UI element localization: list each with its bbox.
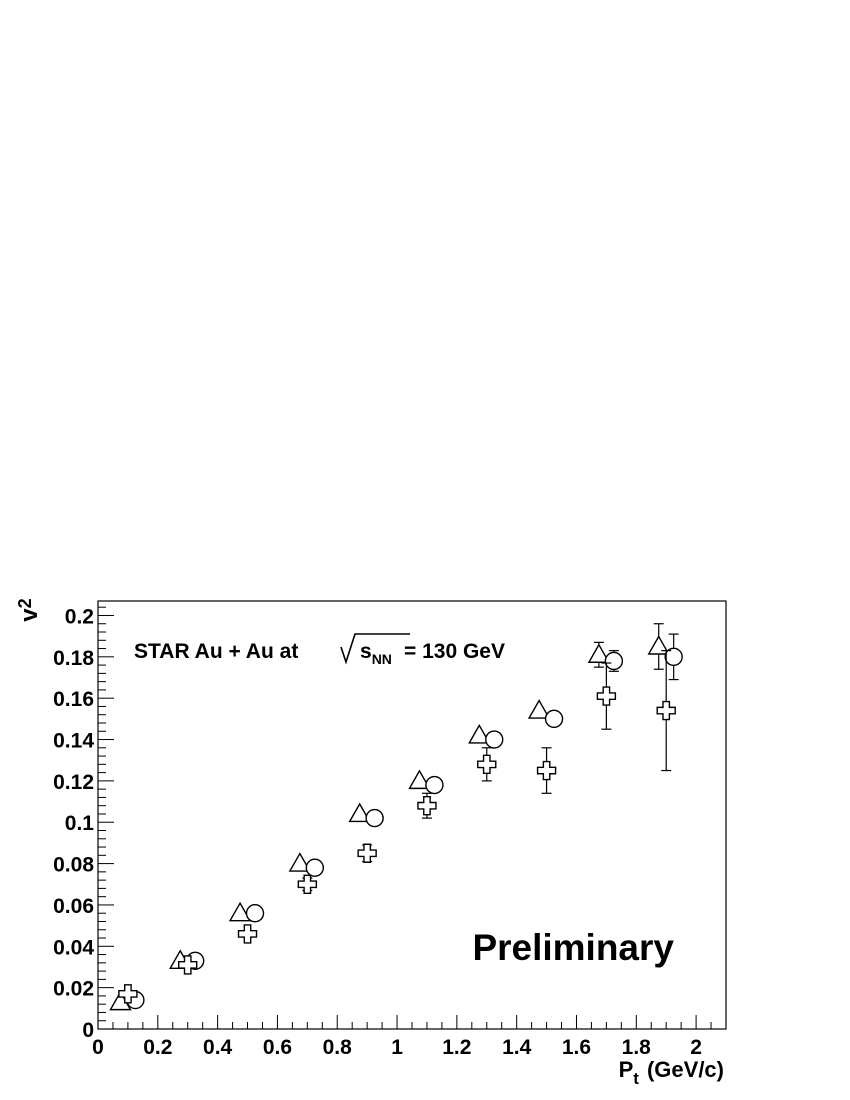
x-tick-label: 2 — [690, 1036, 702, 1059]
x-tick-label: 0.6 — [263, 1036, 292, 1059]
y-tick-label: 0.02 — [53, 978, 94, 1001]
cross-marker — [656, 700, 676, 721]
triangle-marker — [647, 635, 670, 655]
cross-marker — [178, 955, 198, 975]
data-markers — [109, 623, 683, 1011]
annotation-suffix: = 130 GeV — [404, 640, 505, 663]
cross-marker — [297, 874, 318, 894]
x-axis-title: Pt (GeV/c) — [619, 1057, 724, 1088]
cross-marker — [237, 924, 258, 944]
circle-marker — [664, 647, 683, 667]
sqrt-sign-icon — [340, 633, 410, 665]
triangle-marker — [527, 699, 551, 719]
y-tick-label: 0.2 — [65, 605, 94, 628]
x-tick-label: 1.2 — [442, 1036, 471, 1059]
circle-marker — [245, 904, 265, 923]
y-tick-label: 0.16 — [53, 688, 94, 711]
y-axis-title: v2 — [15, 598, 43, 621]
triangle-series — [109, 623, 670, 1011]
triangle-marker — [228, 901, 252, 922]
cross-marker — [118, 984, 138, 1004]
x-axis-title-sub: t — [633, 1069, 639, 1088]
triangle-marker — [288, 852, 312, 872]
annotation-var-s: s — [360, 640, 372, 663]
y-tick-label: 0.04 — [53, 936, 94, 959]
preliminary-watermark: Preliminary — [472, 927, 674, 968]
x-tick-label: 1.6 — [562, 1036, 591, 1059]
cross-marker — [536, 760, 557, 781]
x-tick-label: 1 — [391, 1036, 403, 1059]
y-axis-title-main: v — [16, 608, 43, 622]
annotation-variable: sNN — [360, 640, 392, 667]
energy-annotation: STAR Au + Au at sNN = 130 GeV — [134, 633, 505, 667]
x-tick-label: 0.8 — [323, 1036, 353, 1059]
circle-marker — [305, 858, 325, 877]
cross-marker — [357, 843, 377, 863]
x-tick-label: 0 — [92, 1036, 104, 1059]
triangle-marker — [408, 769, 431, 790]
cross-marker — [477, 754, 497, 775]
y-tick-label: 0.18 — [53, 647, 94, 670]
triangle-marker — [587, 643, 611, 663]
x-axis-title-unit: (GeV/c) — [647, 1057, 724, 1082]
x-tick-label: 1.4 — [502, 1036, 532, 1059]
circle-marker — [604, 651, 624, 671]
y-tick-label: 0 — [82, 1019, 94, 1042]
circle-marker — [425, 775, 444, 795]
cross-marker — [417, 795, 437, 816]
y-tick-label: 0.14 — [53, 730, 94, 753]
cross-marker — [596, 686, 617, 706]
x-axis-title-main: P — [619, 1057, 634, 1082]
y-axis-title-sub: 2 — [15, 598, 35, 608]
x-tick-label: 0.4 — [203, 1036, 233, 1059]
y-tick-label: 0.06 — [53, 895, 94, 918]
circle-marker — [544, 709, 564, 729]
annotation-var-sub: NN — [372, 651, 392, 667]
triangle-marker — [468, 723, 491, 744]
triangle-marker — [348, 802, 371, 823]
y-tick-label: 0.08 — [53, 854, 94, 877]
y-tick-label: 0.1 — [65, 812, 95, 835]
x-tick-label: 0.2 — [143, 1036, 172, 1059]
circle-marker — [485, 730, 504, 749]
annotation-prefix: STAR Au + Au at — [134, 640, 298, 663]
y-tick-label: 0.12 — [53, 771, 94, 794]
x-tick-label: 1.8 — [622, 1036, 652, 1059]
circle-marker — [365, 808, 384, 828]
cross-series — [118, 650, 676, 1004]
axis-ticks: 0 0.2 0.4 0.6 0.8 1 1.2 1.4 1.6 1.8 2 0 0.02 0.04 0.06… — [53, 605, 727, 1059]
